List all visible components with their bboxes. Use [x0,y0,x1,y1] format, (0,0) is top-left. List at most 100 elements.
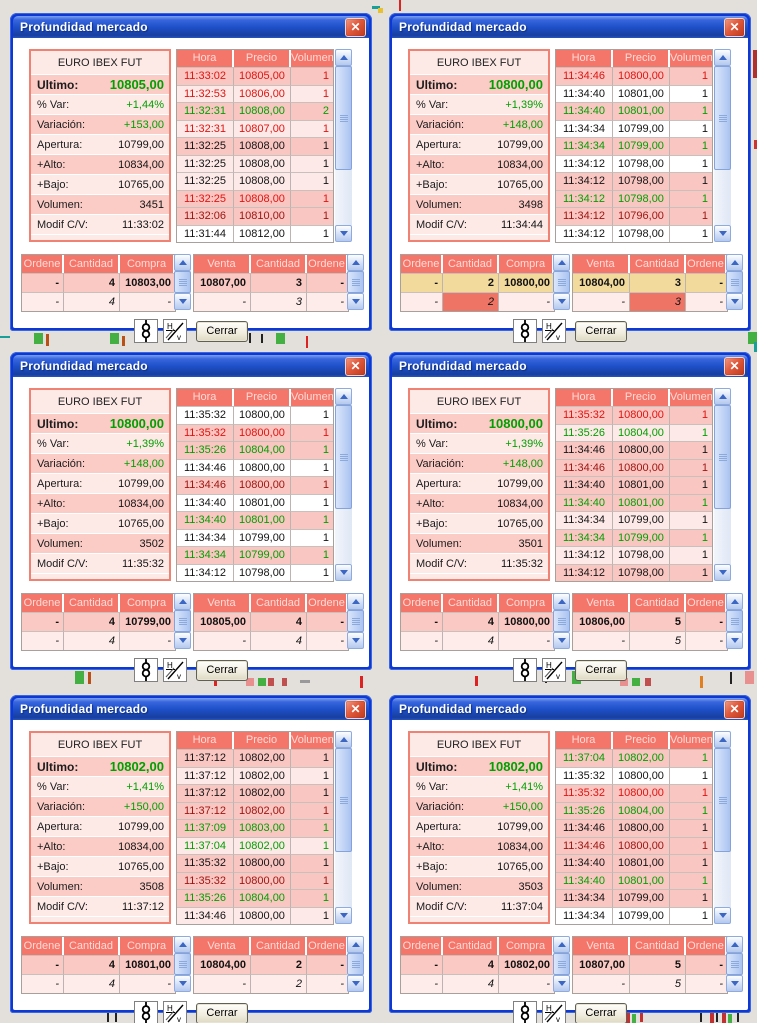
close-button[interactable]: ✕ [724,699,745,719]
scroll-up-button[interactable] [347,593,364,610]
scroll-down-button[interactable] [347,293,364,310]
scroll-down-button[interactable] [335,564,352,581]
scrollbar-thumb[interactable] [347,953,364,975]
trades-scrollbar[interactable] [714,388,731,581]
scroll-up-button[interactable] [174,254,191,271]
scrollbar-track[interactable] [347,610,364,632]
scroll-down-button[interactable] [553,632,570,649]
close-button[interactable]: ✕ [724,17,745,37]
scrollbar-track[interactable] [726,271,743,293]
trades-scrollbar[interactable] [335,388,352,581]
bid-scrollbar[interactable] [553,254,570,310]
scroll-up-button[interactable] [714,388,731,405]
cerrar-button[interactable]: Cerrar [575,320,627,342]
scrollbar-track[interactable] [714,748,731,907]
scroll-up-button[interactable] [174,936,191,953]
chain-link-button[interactable] [513,658,538,682]
scrollbar-track[interactable] [174,953,191,975]
chain-link-button[interactable] [134,658,159,682]
ask-scrollbar[interactable] [726,254,743,310]
close-button[interactable]: ✕ [724,356,745,376]
scroll-up-button[interactable] [335,731,352,748]
scrollbar-thumb[interactable] [347,271,364,293]
scroll-up-button[interactable] [174,593,191,610]
scrollbar-thumb[interactable] [335,405,352,509]
scroll-up-button[interactable] [553,254,570,271]
scrollbar-thumb[interactable] [726,953,743,975]
scroll-up-button[interactable] [726,936,743,953]
chain-link-button[interactable] [513,319,538,343]
ask-scrollbar[interactable] [726,593,743,649]
cerrar-button[interactable]: Cerrar [196,320,248,342]
scroll-up-button[interactable] [714,49,731,66]
horizontal-vertical-toggle-button[interactable]: H v [542,319,567,343]
scrollbar-track[interactable] [553,271,570,293]
scrollbar-thumb[interactable] [714,748,731,852]
scrollbar-track[interactable] [335,405,352,564]
scroll-up-button[interactable] [347,254,364,271]
chain-link-button[interactable] [134,319,159,343]
bid-scrollbar[interactable] [553,936,570,992]
scrollbar-thumb[interactable] [714,405,731,509]
ask-scrollbar[interactable] [726,936,743,992]
scroll-up-button[interactable] [347,936,364,953]
horizontal-vertical-toggle-button[interactable]: H v [542,1001,567,1023]
scrollbar-thumb[interactable] [174,271,191,293]
trades-scrollbar[interactable] [335,49,352,242]
cerrar-button[interactable]: Cerrar [575,1002,627,1023]
bid-scrollbar[interactable] [174,936,191,992]
window-titlebar[interactable]: Profundidad mercado ✕ [392,355,748,377]
window-titlebar[interactable]: Profundidad mercado ✕ [392,698,748,720]
scrollbar-track[interactable] [714,405,731,564]
scrollbar-thumb[interactable] [726,610,743,632]
scroll-down-button[interactable] [714,907,731,924]
scroll-down-button[interactable] [553,975,570,992]
horizontal-vertical-toggle-button[interactable]: H v [163,319,188,343]
scrollbar-thumb[interactable] [174,610,191,632]
window-titlebar[interactable]: Profundidad mercado ✕ [13,698,369,720]
scrollbar-thumb[interactable] [714,66,731,170]
scrollbar-thumb[interactable] [174,953,191,975]
scrollbar-track[interactable] [553,610,570,632]
scroll-down-button[interactable] [174,293,191,310]
ask-scrollbar[interactable] [347,593,364,649]
scroll-down-button[interactable] [726,632,743,649]
scroll-down-button[interactable] [553,293,570,310]
scrollbar-thumb[interactable] [553,953,570,975]
cerrar-button[interactable]: Cerrar [575,659,627,681]
scroll-down-button[interactable] [174,632,191,649]
cerrar-button[interactable]: Cerrar [196,1002,248,1023]
bid-scrollbar[interactable] [553,593,570,649]
bid-scrollbar[interactable] [174,593,191,649]
scroll-up-button[interactable] [553,593,570,610]
close-button[interactable]: ✕ [345,699,366,719]
scrollbar-track[interactable] [347,953,364,975]
scroll-up-button[interactable] [553,936,570,953]
window-titlebar[interactable]: Profundidad mercado ✕ [13,355,369,377]
scrollbar-track[interactable] [174,610,191,632]
scrollbar-thumb[interactable] [335,66,352,170]
scrollbar-track[interactable] [553,953,570,975]
scroll-up-button[interactable] [726,254,743,271]
window-titlebar[interactable]: Profundidad mercado ✕ [13,16,369,38]
scroll-down-button[interactable] [726,975,743,992]
scroll-down-button[interactable] [347,632,364,649]
scroll-down-button[interactable] [726,293,743,310]
scroll-down-button[interactable] [335,225,352,242]
scrollbar-thumb[interactable] [553,271,570,293]
scrollbar-thumb[interactable] [726,271,743,293]
scroll-up-button[interactable] [335,388,352,405]
chain-link-button[interactable] [513,1001,538,1023]
scrollbar-track[interactable] [726,953,743,975]
scrollbar-track[interactable] [335,66,352,225]
horizontal-vertical-toggle-button[interactable]: H v [163,1001,188,1023]
scrollbar-track[interactable] [335,748,352,907]
trades-scrollbar[interactable] [714,49,731,242]
scrollbar-track[interactable] [174,271,191,293]
trades-scrollbar[interactable] [714,731,731,924]
scroll-down-button[interactable] [174,975,191,992]
scrollbar-thumb[interactable] [347,610,364,632]
close-button[interactable]: ✕ [345,17,366,37]
scroll-up-button[interactable] [726,593,743,610]
scroll-down-button[interactable] [714,225,731,242]
